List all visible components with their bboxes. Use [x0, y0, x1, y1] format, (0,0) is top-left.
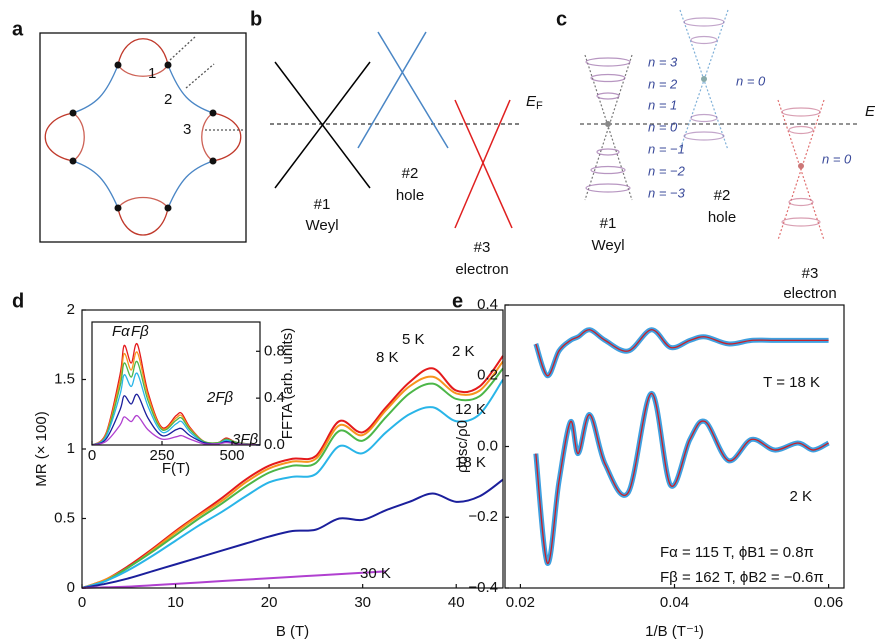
annotation: Fβ = 162 T, ϕB2 = −0.6π [660, 569, 824, 586]
panel-label: c [556, 8, 567, 30]
panel-label: a [12, 18, 24, 40]
panel-label: b [250, 8, 262, 30]
band-label: Weyl [305, 217, 338, 234]
x-tick-label: 0.02 [506, 594, 535, 611]
band-index: #1 [314, 196, 331, 213]
level-label: n = −3 [648, 185, 686, 200]
series-label: 2 K [789, 488, 812, 505]
x-tick-label: 500 [219, 447, 244, 464]
y-axis-label: MR (× 100) [33, 411, 50, 486]
x-tick-label: 250 [149, 447, 174, 464]
x-tick-label: 0.06 [814, 594, 843, 611]
x-axis-label: 1/B (T⁻¹) [645, 623, 704, 640]
data-line [533, 327, 829, 379]
x-tick-label: 30 [354, 594, 371, 611]
annotation: 2Fβ [206, 389, 234, 406]
x-axis-label: F(T) [162, 460, 190, 477]
data-line [81, 478, 504, 589]
chart: T = 18 K 2 K 0.02 0.04 0.06 −0.4 −0.2 0.0 0.2 0.4… [454, 296, 845, 640]
level-label: n = 0 [648, 119, 678, 134]
x-tick-label: 20 [261, 594, 278, 611]
band-index: #3 [802, 265, 819, 282]
data-line [91, 360, 261, 446]
data-line [533, 390, 830, 566]
x-tick-label: 0 [88, 447, 96, 464]
panel-a-diagram [39, 32, 247, 243]
y-axis-label: FFTA (arb. units) [279, 328, 296, 439]
band-index: #1 [600, 215, 617, 232]
annotation: Fβ [131, 323, 149, 340]
y-tick-label: 0.8 [264, 342, 285, 359]
level-label: n = 2 [648, 76, 678, 91]
band-index: #2 [402, 165, 419, 182]
series-label: 18 K [455, 454, 486, 471]
x-axis-label: B (T) [276, 623, 309, 640]
band-label: hole [708, 209, 736, 226]
band-label: electron [455, 261, 508, 278]
y-tick-label: 0.4 [477, 296, 498, 313]
level-label: n = 0 [736, 73, 766, 88]
series-label: T = 18 K [763, 374, 820, 391]
annotation: 3Fβ [232, 431, 259, 448]
level-label: n = 3 [648, 54, 678, 69]
level-label: n = −1 [648, 141, 685, 156]
y-tick-label: 1.5 [54, 370, 75, 387]
annotation: Fα = 115 T, ϕB1 = 0.8π [660, 544, 814, 561]
axes-frame [91, 321, 261, 446]
fit-line [535, 329, 829, 377]
x-tick-label: 0 [78, 594, 86, 611]
data-line [81, 367, 504, 589]
data-line [81, 360, 504, 589]
y-tick-label: 2 [67, 301, 75, 318]
panel-label: e [452, 290, 463, 312]
cut-label: 3 [183, 121, 191, 138]
y-tick-label: 0.0 [264, 436, 285, 453]
series-label: 12 K [455, 401, 486, 418]
data-line [81, 355, 504, 589]
fermi-label: E [865, 103, 875, 120]
fermi-subscript: F [536, 100, 543, 112]
level-label: n = −2 [648, 163, 686, 178]
x-tick-label: 40 [448, 594, 465, 611]
y-tick-label: −0.2 [468, 508, 498, 525]
panel-label: d [12, 290, 24, 312]
fermi-label: EF [526, 93, 543, 112]
y-tick-label: 0 [67, 579, 75, 596]
fermi-symbol: E [526, 93, 537, 110]
y-axis-label: ρosc/ρ0 [454, 420, 471, 473]
series-label: 2 K [452, 343, 475, 360]
chart: 0 250 500 0.0 0.4 0.8 F(T) FFTA (arb. units) Fα F… [88, 318, 296, 477]
band-index: #2 [714, 187, 731, 204]
data-line [91, 414, 261, 446]
x-tick-label: 10 [167, 594, 184, 611]
y-tick-label: 1 [67, 440, 75, 457]
panel-c-diagram [580, 9, 858, 241]
band-label: hole [396, 187, 424, 204]
series-label: 8 K [376, 349, 399, 366]
band-index: #3 [474, 239, 491, 256]
fit-line [535, 392, 829, 564]
y-tick-label: 0.2 [477, 367, 498, 384]
data-line [81, 570, 387, 589]
x-tick-label: 0.04 [660, 594, 689, 611]
annotation: Fα [112, 323, 130, 340]
band-label: electron [783, 285, 836, 302]
y-tick-label: 0.0 [477, 437, 498, 454]
data-line [81, 378, 504, 589]
y-tick-label: 0.5 [54, 509, 75, 526]
band-label: Weyl [591, 237, 624, 254]
cut-label: 1 [148, 65, 156, 82]
chart: 2 K 5 K8 K 12 K 18 K 30 K 0 10 20 30 40 0 0.5 1 1.5 2 B… [33, 301, 504, 640]
y-tick-label: 0.4 [264, 389, 285, 406]
panel-b-diagram [270, 31, 520, 229]
y-tick-label: −0.4 [468, 579, 498, 596]
level-label: n = 0 [822, 151, 852, 166]
cut-label: 2 [164, 91, 172, 108]
level-label: n = 1 [648, 97, 677, 112]
series-label: 30 K [360, 565, 391, 582]
series-label: 5 K [402, 331, 425, 348]
